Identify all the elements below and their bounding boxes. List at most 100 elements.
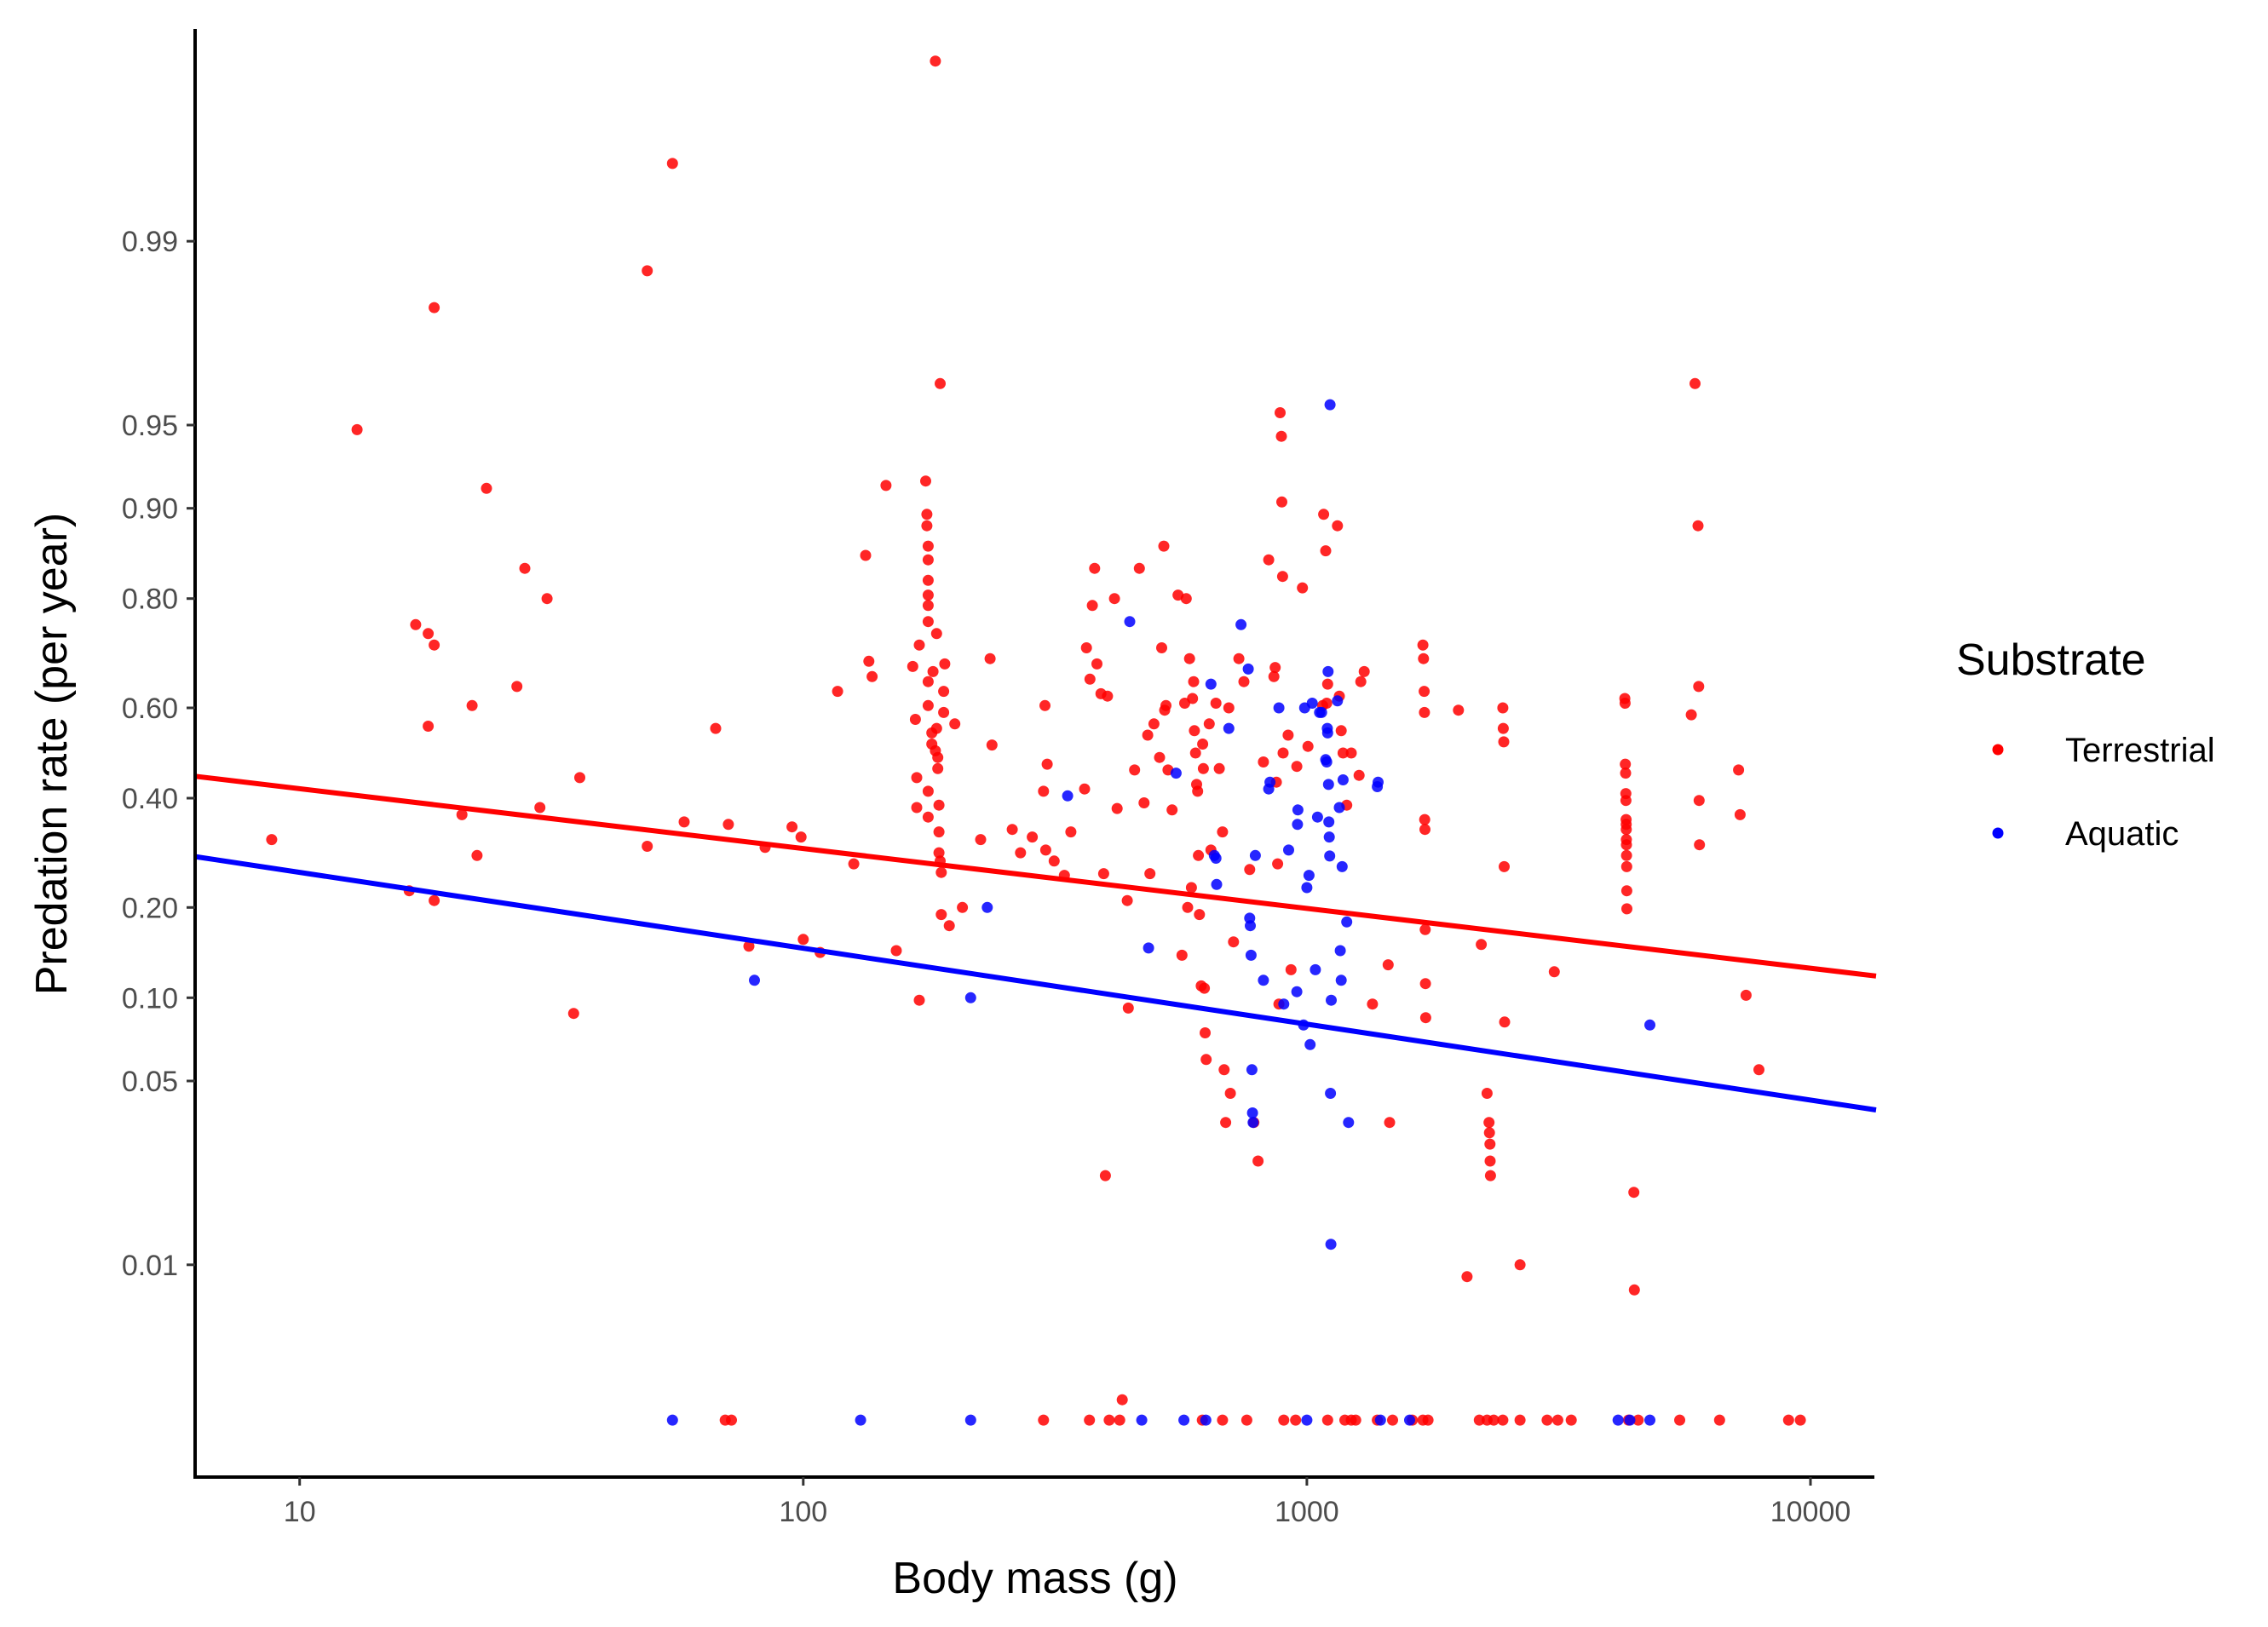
point-terrestrial-238 bbox=[1733, 764, 1745, 776]
point-aquatic-41 bbox=[1321, 756, 1333, 768]
point-aquatic-28 bbox=[1292, 819, 1304, 831]
point-terrestrial-147 bbox=[1220, 1117, 1232, 1129]
point-aquatic-0 bbox=[749, 974, 760, 986]
point-terrestrial-191 bbox=[1418, 653, 1430, 664]
point-terrestrial-73 bbox=[938, 686, 950, 698]
point-aquatic-64 bbox=[666, 1414, 678, 1426]
y-tick-label-4: 0.40 bbox=[122, 783, 178, 815]
point-terrestrial-9 bbox=[466, 699, 478, 711]
point-terrestrial-155 bbox=[1252, 1155, 1264, 1167]
point-aquatic-45 bbox=[1322, 779, 1334, 791]
point-terrestrial-124 bbox=[1182, 901, 1194, 913]
point-aquatic-68 bbox=[1178, 1414, 1190, 1426]
point-terrestrial-201 bbox=[1476, 939, 1488, 951]
point-terrestrial-250 bbox=[1240, 1414, 1252, 1426]
point-aquatic-4 bbox=[1124, 616, 1136, 628]
point-aquatic-46 bbox=[1323, 816, 1335, 828]
point-terrestrial-258 bbox=[1387, 1414, 1398, 1426]
point-terrestrial-49 bbox=[922, 574, 934, 586]
point-terrestrial-5 bbox=[410, 618, 422, 630]
point-terrestrial-212 bbox=[1499, 1016, 1511, 1028]
point-terrestrial-166 bbox=[1276, 571, 1288, 583]
point-terrestrial-105 bbox=[1121, 894, 1133, 906]
point-terrestrial-216 bbox=[1619, 698, 1631, 709]
point-terrestrial-174 bbox=[1318, 509, 1330, 520]
point-terrestrial-176 bbox=[1321, 698, 1333, 709]
point-terrestrial-55 bbox=[922, 785, 934, 797]
point-terrestrial-113 bbox=[1154, 751, 1166, 763]
point-terrestrial-108 bbox=[1133, 562, 1145, 574]
point-aquatic-1 bbox=[964, 992, 976, 1003]
point-terrestrial-146 bbox=[1218, 1064, 1230, 1076]
point-terrestrial-205 bbox=[1484, 1138, 1496, 1150]
point-aquatic-39 bbox=[1315, 706, 1327, 718]
point-terrestrial-239 bbox=[1734, 808, 1746, 820]
y-axis-title: Predation rate (per year) bbox=[27, 513, 77, 996]
point-terrestrial-232 bbox=[1685, 709, 1697, 721]
point-aquatic-44 bbox=[1322, 665, 1334, 677]
point-terrestrial-10 bbox=[423, 721, 435, 732]
point-terrestrial-271 bbox=[1632, 1414, 1644, 1426]
point-terrestrial-196 bbox=[1419, 923, 1431, 935]
point-terrestrial-95 bbox=[1086, 600, 1098, 612]
x-axis-title: Body mass (g) bbox=[892, 1554, 1177, 1603]
point-terrestrial-45 bbox=[921, 509, 933, 520]
point-terrestrial-168 bbox=[1282, 729, 1294, 741]
point-aquatic-19 bbox=[1247, 1117, 1259, 1129]
point-terrestrial-110 bbox=[1142, 729, 1154, 741]
point-aquatic-37 bbox=[1311, 811, 1323, 823]
point-terrestrial-240 bbox=[1740, 989, 1752, 1001]
point-terrestrial-94 bbox=[1084, 673, 1096, 685]
point-terrestrial-274 bbox=[1782, 1414, 1794, 1426]
point-terrestrial-129 bbox=[1189, 725, 1200, 737]
point-aquatic-12 bbox=[1235, 618, 1247, 630]
point-terrestrial-145 bbox=[1217, 826, 1229, 838]
point-terrestrial-36 bbox=[880, 480, 892, 492]
point-terrestrial-253 bbox=[1321, 1414, 1333, 1426]
y-tick-label-6: 0.80 bbox=[122, 584, 178, 616]
point-terrestrial-13 bbox=[710, 722, 722, 734]
y-tick-label-5: 0.60 bbox=[122, 693, 178, 725]
point-terrestrial-243 bbox=[726, 1414, 737, 1426]
point-aquatic-15 bbox=[1245, 920, 1256, 932]
point-terrestrial-50 bbox=[922, 589, 934, 601]
point-aquatic-33 bbox=[1303, 870, 1315, 882]
point-terrestrial-193 bbox=[1419, 706, 1430, 718]
point-terrestrial-164 bbox=[1275, 430, 1287, 442]
point-terrestrial-88 bbox=[1041, 758, 1053, 770]
point-aquatic-11 bbox=[1223, 722, 1235, 734]
point-terrestrial-27 bbox=[786, 821, 798, 833]
point-terrestrial-227 bbox=[1620, 860, 1632, 872]
legend: Substrate Terrestrial Aquatic bbox=[1956, 635, 2215, 853]
point-terrestrial-7 bbox=[429, 639, 440, 651]
point-terrestrial-209 bbox=[1497, 722, 1509, 734]
point-aquatic-35 bbox=[1306, 698, 1318, 709]
point-terrestrial-65 bbox=[932, 762, 944, 774]
point-aquatic-70 bbox=[1301, 1414, 1313, 1426]
point-aquatic-25 bbox=[1278, 998, 1290, 1010]
point-terrestrial-82 bbox=[1006, 824, 1018, 836]
point-terrestrial-185 bbox=[1355, 676, 1367, 687]
point-terrestrial-244 bbox=[1038, 1414, 1050, 1426]
y-tick-label-3: 0.20 bbox=[122, 892, 178, 924]
point-terrestrial-233 bbox=[1689, 377, 1701, 389]
point-terrestrial-72 bbox=[935, 909, 947, 921]
legend-label-aquatic: Aquatic bbox=[2065, 815, 2179, 853]
point-aquatic-27 bbox=[1291, 986, 1303, 997]
point-terrestrial-106 bbox=[1122, 1002, 1134, 1014]
point-aquatic-34 bbox=[1304, 1038, 1316, 1050]
point-aquatic-5 bbox=[1143, 942, 1154, 954]
point-aquatic-17 bbox=[1246, 1064, 1258, 1076]
point-terrestrial-266 bbox=[1514, 1414, 1526, 1426]
point-terrestrial-68 bbox=[933, 847, 945, 859]
legend-key-terrestrial bbox=[1992, 744, 2004, 756]
point-terrestrial-165 bbox=[1276, 496, 1287, 508]
y-tick-label-7: 0.90 bbox=[122, 493, 178, 526]
point-aquatic-26 bbox=[1283, 844, 1294, 856]
point-aquatic-65 bbox=[855, 1414, 866, 1426]
point-aquatic-47 bbox=[1323, 831, 1335, 843]
point-terrestrial-170 bbox=[1291, 761, 1303, 773]
point-terrestrial-264 bbox=[1488, 1414, 1500, 1426]
point-aquatic-59 bbox=[1341, 916, 1353, 928]
point-aquatic-18 bbox=[1246, 1107, 1258, 1118]
